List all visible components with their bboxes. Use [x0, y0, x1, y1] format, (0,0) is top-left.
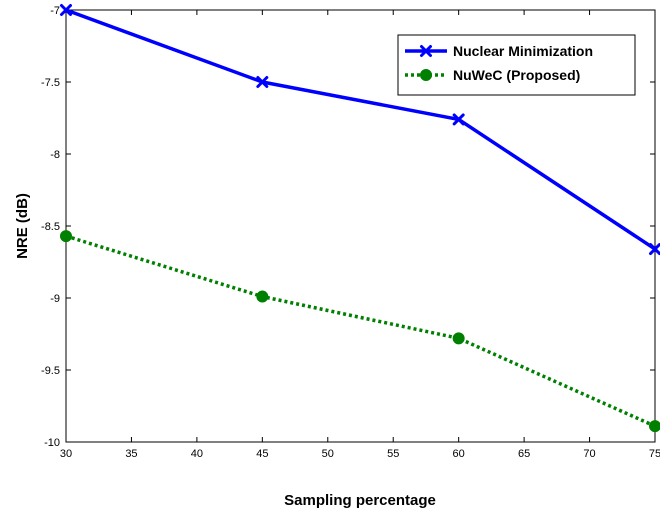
data-point-series-2: [452, 332, 465, 345]
data-point-series-2: [60, 230, 72, 243]
y-tick-label: -7: [50, 5, 60, 17]
marker-stroke: [256, 76, 269, 88]
y-tick-label: -9: [50, 293, 60, 305]
legend-label-2: NuWeC (Proposed): [453, 67, 580, 83]
legend: Nuclear Minimization NuWeC (Proposed): [397, 34, 636, 96]
x-tick-label: 45: [256, 448, 268, 460]
y-tick-label: -8: [50, 149, 60, 161]
marker-stroke: [649, 243, 660, 256]
x-tick-label: 50: [322, 448, 334, 460]
series-line-1: [65, 8, 656, 251]
legend-items: Nuclear Minimization NuWeC (Proposed): [405, 43, 593, 83]
y-tick-label: -9.5: [41, 365, 60, 377]
x-tick-label: 65: [518, 448, 530, 460]
x-axis-title: Sampling percentage: [284, 492, 436, 509]
legend-marker-1: [420, 45, 432, 57]
x-tick-label: 35: [125, 448, 137, 460]
ticks-layer: 30 35 40 45 50 55 60 65 70 75 -10 -9.5 -9 -8.5 -8 -7.5 -…: [41, 5, 660, 460]
x-tick-label: 75: [649, 448, 660, 460]
x-tick-label: 70: [583, 448, 595, 460]
legend-label-1: Nuclear Minimization: [453, 43, 593, 59]
x-tick-label: 55: [387, 448, 399, 460]
y-axis-title: NRE (dB): [14, 193, 31, 259]
y-tick-label: -8.5: [41, 221, 60, 233]
marker-stroke: [452, 113, 465, 126]
x-tick-label: 30: [60, 448, 72, 460]
data-point-series-2: [256, 290, 269, 303]
legend-box: [397, 34, 636, 96]
data-point-series-1: [452, 113, 465, 126]
data-point-series-1: [60, 4, 72, 16]
y-tick-label: -7.5: [41, 77, 60, 89]
y-tick-label: -10: [44, 437, 60, 449]
data-point-series-1: [256, 76, 269, 88]
marker-stroke: [420, 45, 432, 57]
x-tick-label: 40: [191, 448, 203, 460]
data-point-series-2: [649, 420, 660, 433]
series-line-2: [65, 234, 656, 428]
x-tick-label: 60: [453, 448, 465, 460]
marker-stroke: [60, 4, 72, 16]
data-point-series-1: [649, 243, 660, 256]
legend-marker-2: [420, 69, 432, 81]
series-layer: [60, 4, 660, 433]
